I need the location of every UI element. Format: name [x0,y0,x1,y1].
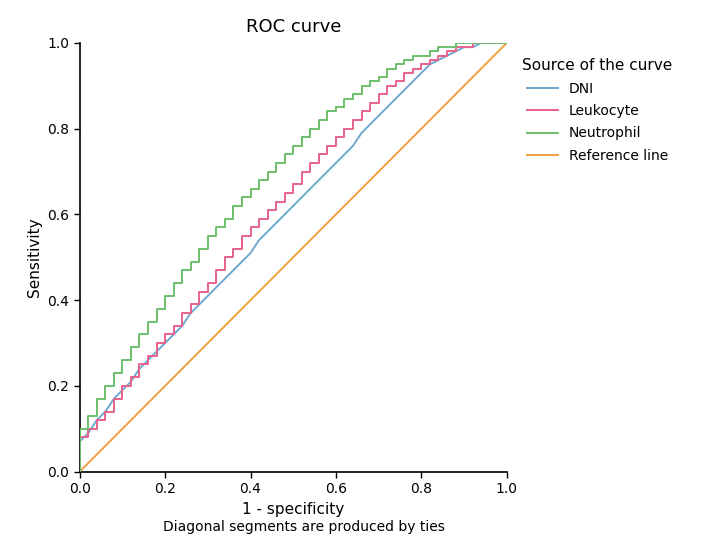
Text: Diagonal segments are produced by ties: Diagonal segments are produced by ties [163,519,445,534]
Title: ROC curve: ROC curve [245,18,341,36]
Y-axis label: Sensitivity: Sensitivity [27,218,42,297]
Legend: DNI, Leukocyte, Neutrophil, Reference line: DNI, Leukocyte, Neutrophil, Reference li… [522,58,673,163]
X-axis label: 1 - specificity: 1 - specificity [242,502,345,517]
